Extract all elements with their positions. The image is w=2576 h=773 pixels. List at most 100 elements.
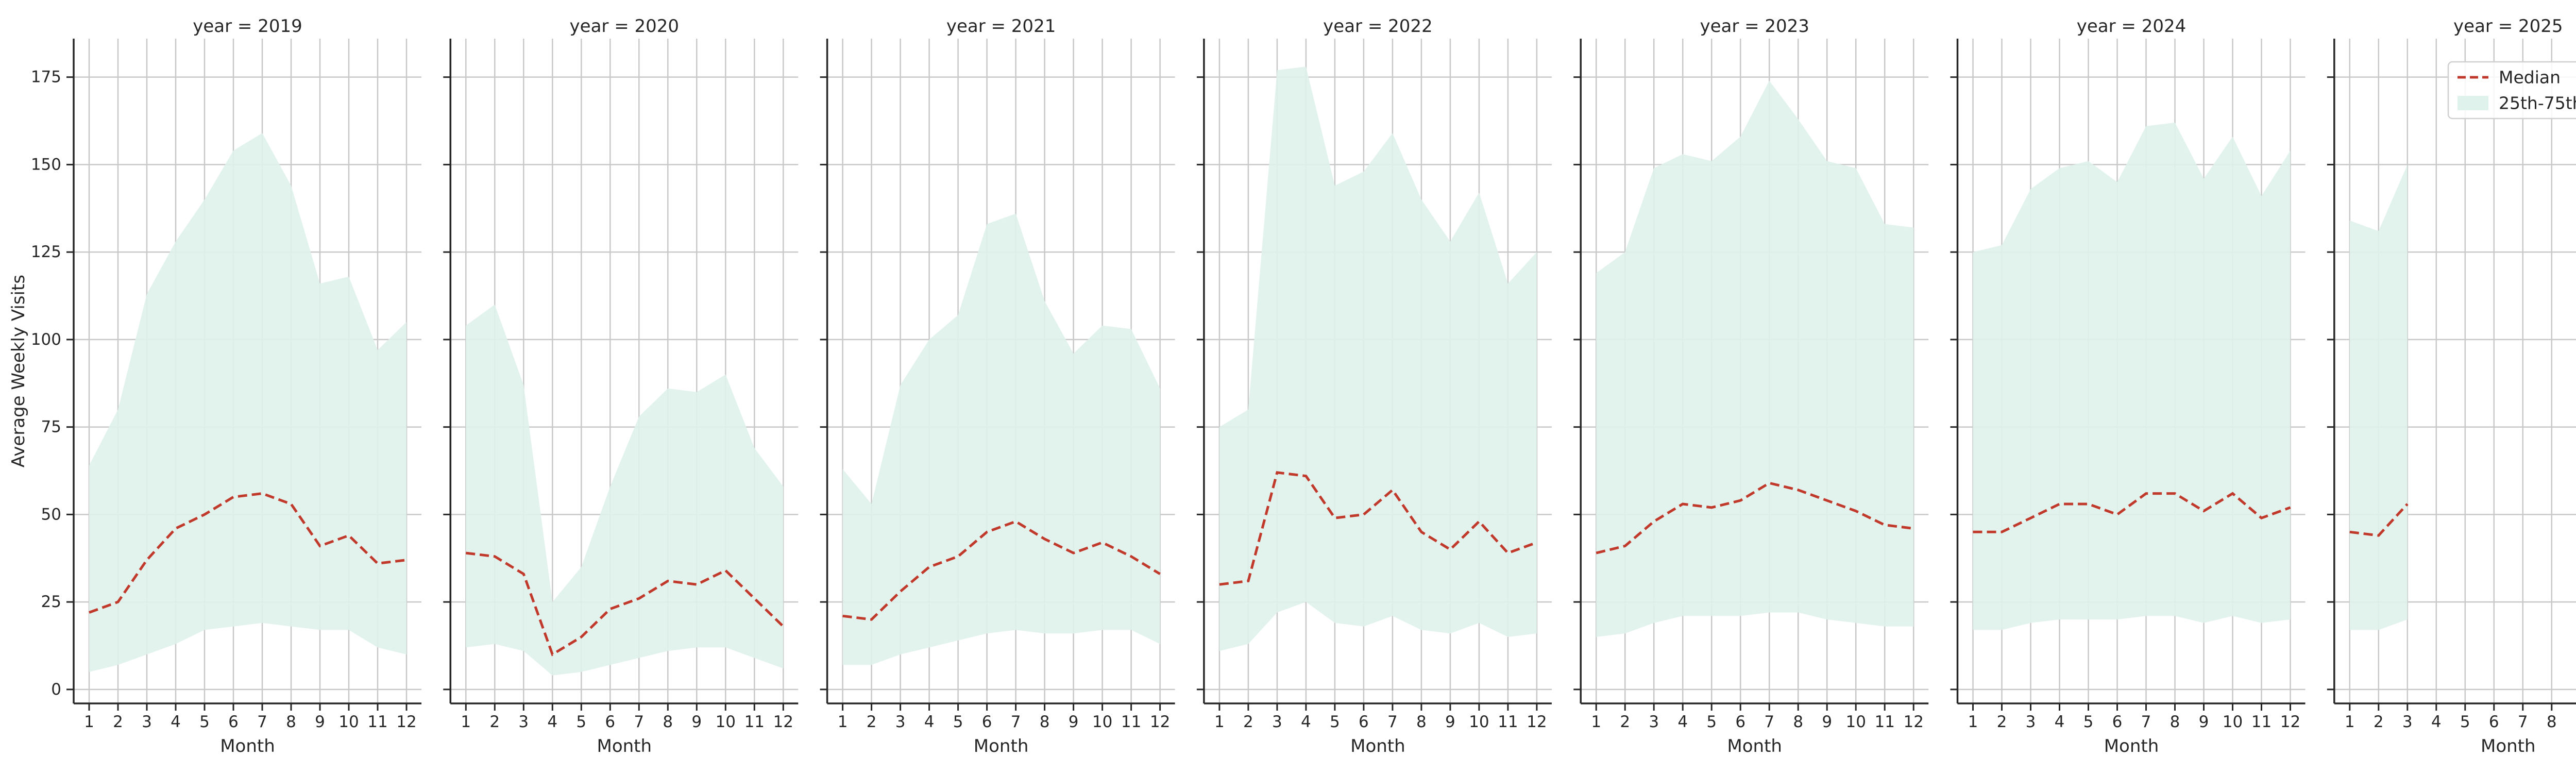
x-tick-label: 2 bbox=[1620, 713, 1630, 731]
x-tick-label: 8 bbox=[286, 713, 296, 731]
x-tick-label: 4 bbox=[2055, 713, 2065, 731]
x-tick-label: 8 bbox=[1416, 713, 1427, 731]
x-tick-label: 2 bbox=[867, 713, 877, 731]
x-tick-label: 3 bbox=[1272, 713, 1282, 731]
x-tick-label: 11 bbox=[2251, 713, 2272, 731]
x-tick-label: 7 bbox=[2141, 713, 2151, 731]
x-tick-label: 6 bbox=[982, 713, 992, 731]
x-tick-label: 7 bbox=[1387, 713, 1398, 731]
x-tick-label: 6 bbox=[1359, 713, 1369, 731]
x-tick-label: 3 bbox=[1649, 713, 1659, 731]
median-line bbox=[466, 551, 785, 657]
percentile-band bbox=[842, 213, 1160, 665]
x-tick-label: 9 bbox=[1822, 713, 1832, 731]
x-tick-label: 12 bbox=[1527, 713, 1547, 731]
panel-title: year = 2024 bbox=[2077, 16, 2186, 37]
x-tick-label: 11 bbox=[1874, 713, 1894, 731]
x-tick-label: 12 bbox=[396, 713, 416, 731]
panel-title: year = 2020 bbox=[570, 16, 679, 37]
x-tick-label: 11 bbox=[744, 713, 765, 731]
x-axis-label: Month bbox=[2481, 736, 2536, 757]
x-tick-label: 10 bbox=[716, 713, 736, 731]
x-tick-label: 1 bbox=[84, 713, 94, 731]
x-tick-label: 12 bbox=[2280, 713, 2300, 731]
x-tick-label: 9 bbox=[1069, 713, 1079, 731]
x-tick-label: 7 bbox=[257, 713, 267, 731]
x-axis-label: Month bbox=[1727, 736, 1782, 757]
x-tick-label: 9 bbox=[2199, 713, 2209, 731]
x-tick-label: 3 bbox=[518, 713, 529, 731]
x-tick-label: 9 bbox=[691, 713, 702, 731]
x-tick-label: 1 bbox=[1591, 713, 1601, 731]
x-tick-label: 8 bbox=[1793, 713, 1803, 731]
x-tick-label: 9 bbox=[2575, 713, 2576, 731]
x-tick-label: 9 bbox=[315, 713, 325, 731]
x-tick-label: 7 bbox=[634, 713, 644, 731]
x-tick-label: 2 bbox=[113, 713, 123, 731]
legend-band-label: 25th-75th Percentile bbox=[2499, 93, 2576, 113]
panel-title: year = 2025 bbox=[2453, 16, 2563, 37]
x-tick-label: 4 bbox=[171, 713, 181, 731]
x-tick-label: 2 bbox=[1243, 713, 1253, 731]
x-tick-label: 5 bbox=[1706, 713, 1717, 731]
x-tick-label: 3 bbox=[2026, 713, 2036, 731]
y-tick-label: 0 bbox=[51, 680, 61, 699]
x-tick-label: 8 bbox=[2547, 713, 2557, 731]
x-tick-label: 11 bbox=[367, 713, 387, 731]
x-axis-label: Month bbox=[220, 736, 275, 757]
x-tick-label: 2 bbox=[489, 713, 500, 731]
legend-band-swatch bbox=[2458, 96, 2488, 110]
x-axis-label: Month bbox=[2104, 736, 2159, 757]
percentile-band bbox=[1596, 80, 1914, 637]
x-tick-label: 3 bbox=[142, 713, 152, 731]
x-tick-label: 12 bbox=[773, 713, 793, 731]
y-tick-label: 125 bbox=[31, 243, 61, 261]
median-line bbox=[842, 520, 1161, 621]
legend-median-label: Median bbox=[2499, 68, 2561, 88]
x-tick-label: 11 bbox=[1498, 713, 1518, 731]
panel-title: year = 2021 bbox=[946, 16, 1056, 37]
x-tick-label: 6 bbox=[2112, 713, 2123, 731]
x-tick-label: 1 bbox=[1214, 713, 1225, 731]
panel-title: year = 2023 bbox=[1700, 16, 1809, 37]
x-tick-label: 6 bbox=[2489, 713, 2499, 731]
x-tick-label: 5 bbox=[576, 713, 586, 731]
x-tick-label: 2 bbox=[2374, 713, 2384, 731]
x-tick-label: 1 bbox=[2345, 713, 2355, 731]
x-tick-label: 5 bbox=[1330, 713, 1340, 731]
y-tick-label: 150 bbox=[31, 155, 61, 174]
x-tick-label: 11 bbox=[1121, 713, 1141, 731]
x-tick-label: 4 bbox=[547, 713, 557, 731]
percentile-band bbox=[1219, 66, 1537, 651]
x-tick-label: 3 bbox=[895, 713, 906, 731]
x-tick-label: 6 bbox=[605, 713, 615, 731]
x-tick-label: 5 bbox=[2460, 713, 2470, 731]
x-tick-label: 3 bbox=[2402, 713, 2413, 731]
median-line bbox=[89, 492, 407, 614]
x-tick-label: 10 bbox=[2223, 713, 2243, 731]
x-tick-label: 4 bbox=[1677, 713, 1688, 731]
x-tick-label: 8 bbox=[2170, 713, 2180, 731]
x-axis-label: Month bbox=[974, 736, 1029, 757]
x-tick-label: 6 bbox=[1735, 713, 1745, 731]
x-tick-label: 1 bbox=[461, 713, 471, 731]
x-tick-label: 5 bbox=[2083, 713, 2094, 731]
x-tick-label: 7 bbox=[1011, 713, 1021, 731]
x-tick-label: 6 bbox=[228, 713, 239, 731]
x-tick-label: 4 bbox=[1301, 713, 1311, 731]
panel-title: year = 2019 bbox=[193, 16, 302, 37]
x-axis-label: Month bbox=[597, 736, 652, 757]
x-tick-label: 9 bbox=[1445, 713, 1455, 731]
x-tick-label: 8 bbox=[663, 713, 673, 731]
x-axis-label: Month bbox=[1350, 736, 1405, 757]
legend: Median 25th-75th Percentile bbox=[2447, 61, 2576, 120]
x-tick-label: 10 bbox=[1469, 713, 1489, 731]
percentile-band bbox=[466, 305, 784, 676]
y-tick-label: 75 bbox=[41, 418, 61, 436]
x-tick-label: 8 bbox=[1040, 713, 1050, 731]
